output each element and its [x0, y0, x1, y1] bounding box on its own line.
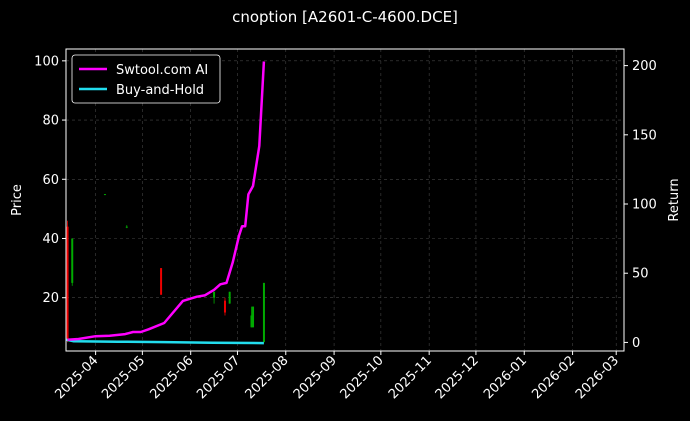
- series-line-buy-and-hold: [65, 338, 264, 345]
- y-axis-right: 0 50 100 150 200: [624, 59, 657, 351]
- legend-label-swtool: Swtool.com AI: [116, 63, 208, 78]
- candles: [66, 194, 265, 343]
- legend-box: [71, 54, 221, 104]
- y-tick-label: 40: [42, 232, 59, 247]
- y-tick-label: 100: [34, 54, 59, 69]
- y2-tick-label: 100: [632, 198, 657, 213]
- series-lines: [65, 61, 266, 345]
- legend-label-buy-and-hold: Buy-and-Hold: [116, 83, 204, 98]
- candle-body: [125, 226, 128, 228]
- series-line-swtool: [67, 61, 266, 341]
- y-axis-left: 20 40 60 80 100: [34, 54, 66, 306]
- candle-body: [252, 306, 255, 328]
- candle-body: [250, 315, 253, 328]
- y-axis-title: Price: [10, 184, 25, 216]
- candle-body: [228, 291, 231, 304]
- y-tick-label: 80: [42, 114, 59, 129]
- y2-tick-label: 150: [632, 128, 657, 143]
- y2-tick-label: 0: [632, 336, 640, 351]
- candle-body: [71, 238, 74, 283]
- y2-tick-label: 200: [632, 59, 657, 74]
- y-tick-label: 20: [42, 291, 59, 306]
- candle-body: [66, 226, 69, 340]
- y2-tick-label: 50: [632, 267, 649, 282]
- chart-title: cnoption [A2601-C-4600.DCE]: [232, 8, 458, 26]
- candle-body: [160, 268, 163, 295]
- candle-body: [213, 291, 216, 298]
- candle-body: [262, 282, 265, 343]
- y-tick-label: 60: [42, 173, 59, 188]
- legend: Swtool.com AI Buy-and-Hold: [71, 54, 221, 104]
- candle-body: [103, 194, 106, 196]
- plot-frame: [65, 48, 625, 352]
- y2-axis-title: Return: [667, 178, 682, 221]
- candle-body: [223, 300, 226, 313]
